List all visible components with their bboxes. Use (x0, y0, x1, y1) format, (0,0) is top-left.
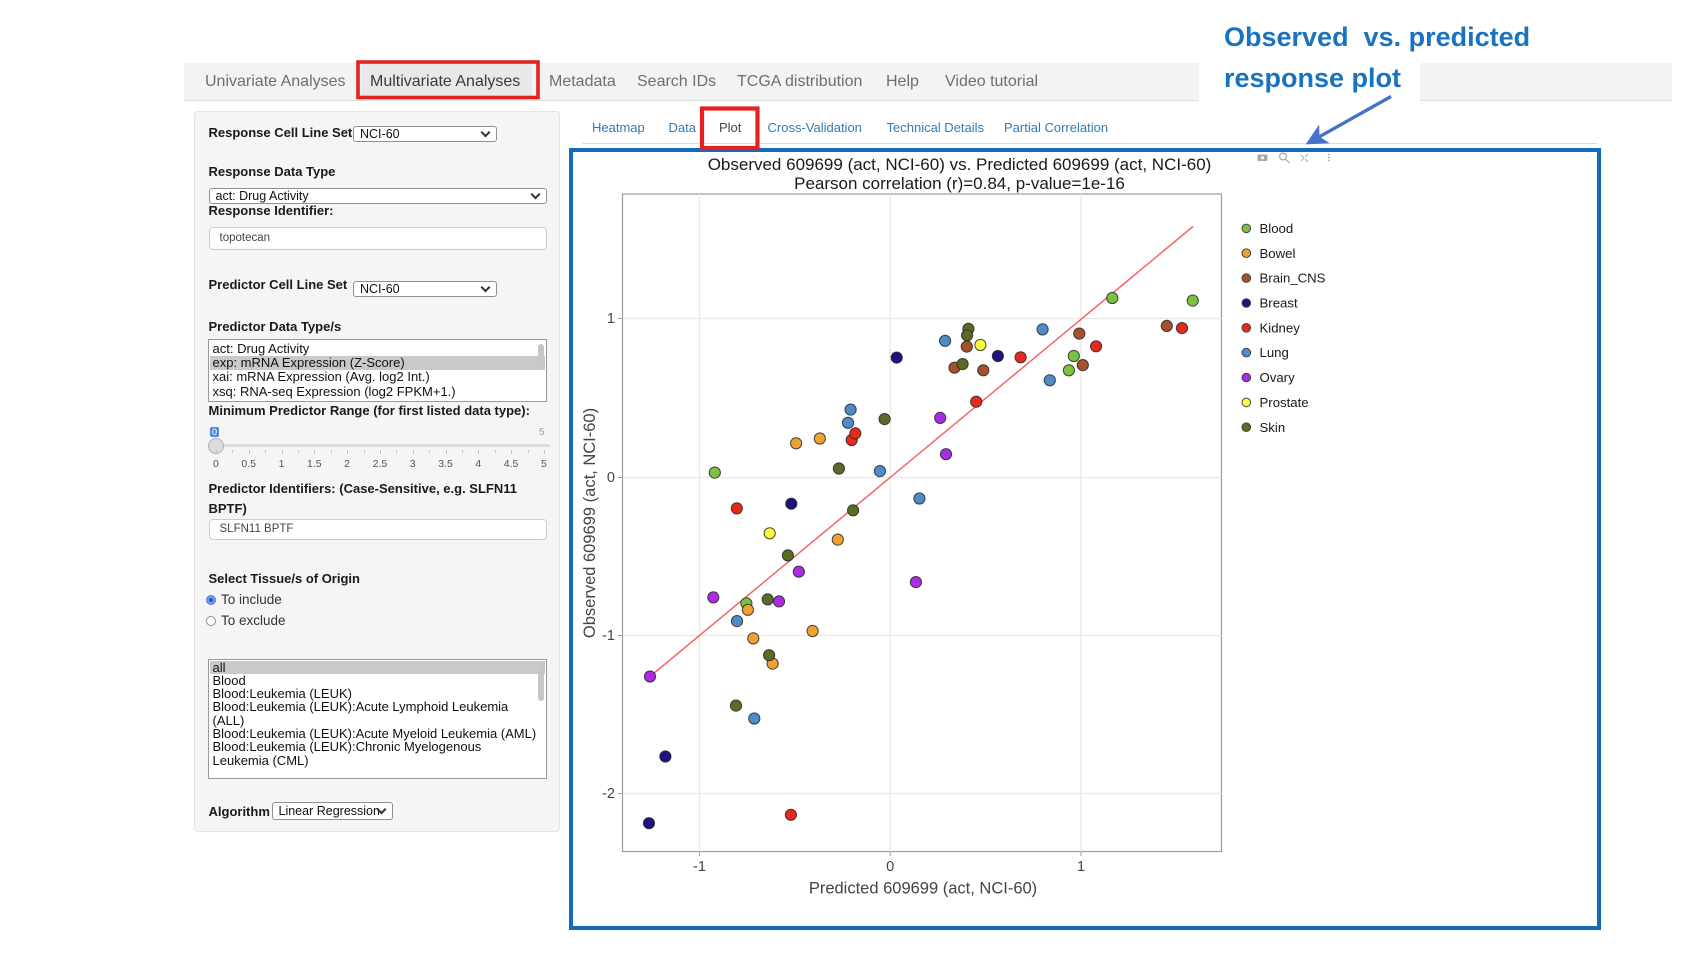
svg-text:Lung: Lung (1260, 345, 1289, 360)
svg-text:Brain_CNS: Brain_CNS (1260, 271, 1326, 286)
svg-text:Breast: Breast (1260, 296, 1298, 311)
svg-text:Kidney: Kidney (1260, 320, 1301, 335)
svg-text:1: 1 (607, 311, 615, 327)
svg-text:Bowel: Bowel (1260, 246, 1296, 261)
svg-text:Prostate: Prostate (1260, 395, 1309, 410)
svg-text:-1: -1 (602, 628, 615, 644)
svg-text:Skin: Skin (1260, 420, 1286, 435)
svg-text:Observed 609699 (act, NCI-60): Observed 609699 (act, NCI-60) vs. Predic… (708, 155, 1212, 174)
svg-text:0: 0 (886, 859, 894, 875)
svg-text:Observed 609699 (act, NCI-60): Observed 609699 (act, NCI-60) (581, 408, 599, 638)
svg-text:Predicted 609699 (act, NCI-60): Predicted 609699 (act, NCI-60) (809, 880, 1037, 898)
svg-text:Blood: Blood (1260, 221, 1294, 236)
svg-text:-2: -2 (602, 786, 615, 802)
svg-text:1: 1 (1077, 859, 1085, 875)
svg-text:Ovary: Ovary (1260, 370, 1296, 385)
svg-text:0: 0 (607, 470, 615, 486)
svg-text:Pearson correlation (r)=0.84,: Pearson correlation (r)=0.84, p-value=1e… (794, 174, 1125, 193)
svg-text:-1: -1 (693, 859, 706, 875)
